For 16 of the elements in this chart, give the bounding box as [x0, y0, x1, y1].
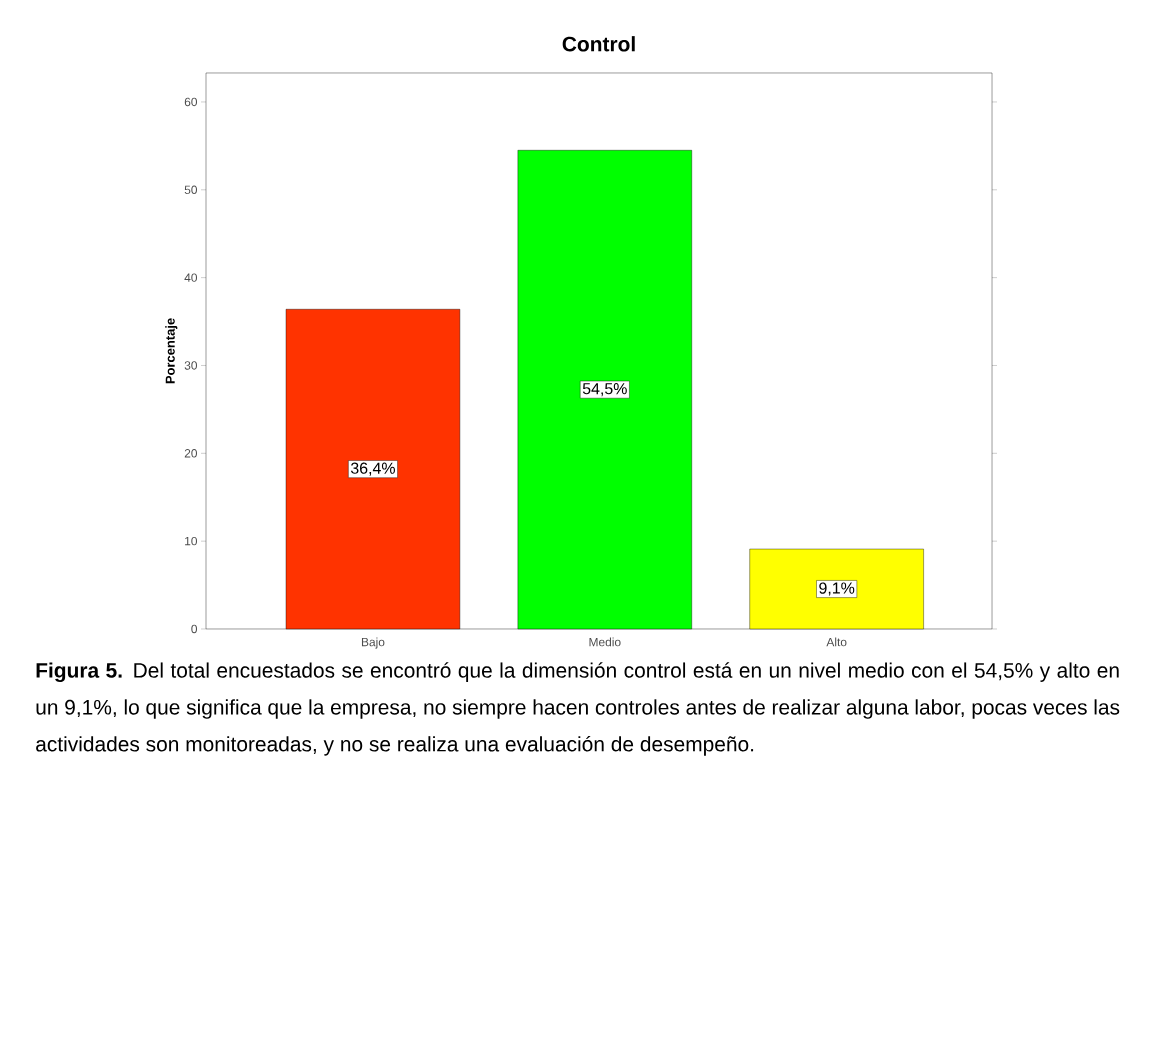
data-label: 54,5%: [582, 383, 627, 397]
y-axis-title: Porcentaje: [165, 318, 178, 384]
data-label: 9,1%: [819, 582, 855, 596]
data-label: 36,4%: [350, 462, 395, 476]
y-tick-label: 50: [184, 185, 198, 195]
y-tick-label: 30: [184, 361, 198, 370]
x-tick-label: Medio: [589, 637, 621, 647]
y-tick-label: 0: [191, 624, 198, 634]
chart-title: Control: [562, 36, 635, 52]
x-tick-label: Bajo: [361, 637, 385, 649]
x-tick-label: Alto: [826, 637, 847, 647]
y-tick-label: 10: [185, 536, 198, 546]
y-tick-label: 40: [184, 273, 198, 282]
y-tick-label: 20: [184, 449, 198, 458]
y-tick-label: 60: [184, 97, 198, 107]
text: Figura 5. Del total encuestados se encontró que la dimensión control está en un nivel medio con el 54,5% y alto en un 9,1%, lo que significa que la empresa, no siempre hacen controles antes de realizar alguna labor, pocas veces las actividades son monitoreadas, y no se realiza una evaluación de desempeño.: [36, 662, 1120, 756]
